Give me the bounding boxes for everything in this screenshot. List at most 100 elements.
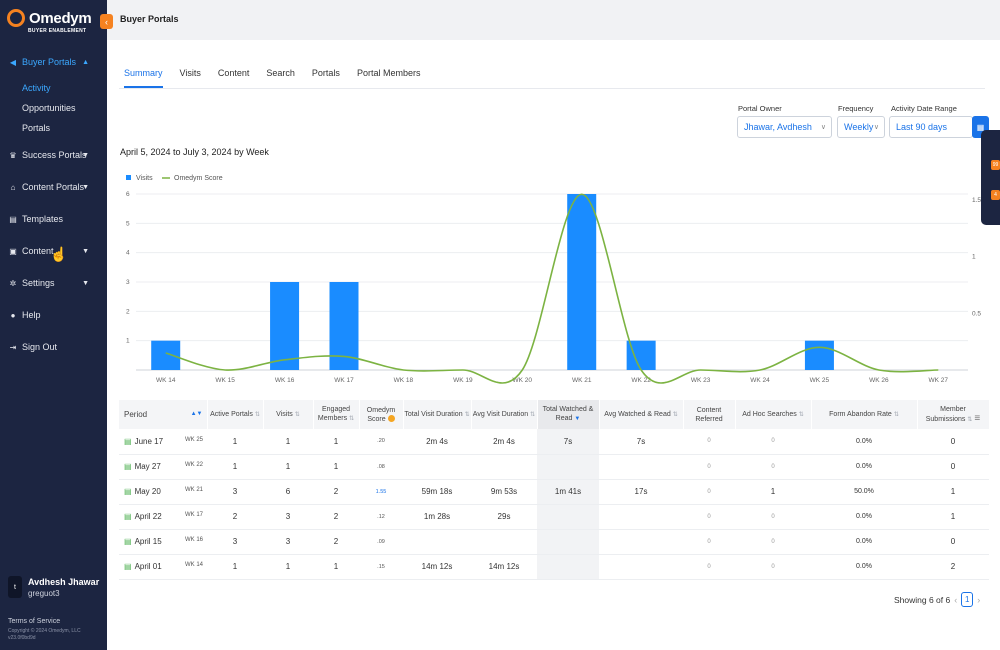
cell-ad-hoc-searches: 0 bbox=[735, 454, 811, 480]
legend-swatch-visits bbox=[126, 175, 131, 180]
column-header-period[interactable]: Period ▲▼ bbox=[119, 400, 208, 429]
header-label: Total Watched & Read bbox=[542, 406, 594, 422]
portal-owner-value: Jhawar, Avdhesh bbox=[744, 122, 812, 132]
calendar-icon: ▤ bbox=[124, 462, 132, 471]
cell-total-visit-duration bbox=[403, 529, 471, 555]
table-row[interactable]: ▤ April 22 WK 17 2 3 2.12 1m 28s 29s 0 0 0.0% 1 bbox=[119, 504, 989, 530]
cell-period: ▤ May 27 WK 22 bbox=[119, 454, 207, 480]
x-tick-label: WK 27 bbox=[929, 377, 949, 384]
x-tick-label: WK 26 bbox=[869, 377, 889, 384]
sidebar-item-help[interactable]: ● Help bbox=[0, 305, 107, 325]
cell-period: ▤ April 15 WK 16 bbox=[119, 529, 207, 555]
cell-ad-hoc-searches: 0 bbox=[735, 529, 811, 555]
sidebar-item-label: Success Portals bbox=[22, 150, 87, 160]
column-header-omedym-score[interactable]: Omedym Score bbox=[359, 400, 404, 429]
file-icon: ▤ bbox=[9, 214, 17, 224]
page-number-button[interactable]: 1 bbox=[961, 592, 974, 607]
date-range-input[interactable]: Last 90 days bbox=[889, 116, 973, 138]
cell-omedym-score[interactable]: .15 bbox=[359, 554, 403, 580]
column-header-engaged-members[interactable]: Engaged Members ⇅ bbox=[313, 400, 360, 429]
cell-member-submissions: 0 bbox=[917, 529, 989, 555]
gears-icon: ✲ bbox=[9, 278, 17, 288]
table-row[interactable]: ▤ June 17 WK 25 1 1 1.20 2m 4s 2m 4s 7s 7s 0 0 0.0% 0 bbox=[119, 429, 989, 455]
column-header-form-abandon-rate[interactable]: Form Abandon Rate ⇅ bbox=[811, 400, 918, 429]
table-row[interactable]: ▤ April 15 WK 16 3 3 2.09 0 0 0.0% 0 bbox=[119, 529, 989, 555]
calendar-icon: ▤ bbox=[124, 487, 132, 496]
column-header-avg-visit-duration[interactable]: Avg Visit Duration ⇅ bbox=[471, 400, 538, 429]
column-header-total-visit-duration[interactable]: Total Visit Duration ⇅ bbox=[403, 400, 472, 429]
week-label: WK 16 bbox=[184, 537, 203, 543]
version-line: v23.0f0bd9d bbox=[8, 635, 36, 641]
calendar-icon: ▤ bbox=[124, 562, 132, 571]
cell-ad-hoc-searches: 0 bbox=[735, 554, 811, 580]
page-title: Buyer Portals bbox=[120, 14, 179, 24]
tab-portals[interactable]: Portals bbox=[311, 68, 340, 78]
column-header-active-portals[interactable]: Active Portals ⇅ bbox=[207, 400, 264, 429]
sidebar-item-buyer-portals[interactable]: ◀ Buyer Portals ▲ bbox=[0, 52, 107, 72]
x-tick-label: WK 16 bbox=[275, 377, 295, 384]
tab-portal-members[interactable]: Portal Members bbox=[356, 68, 421, 78]
column-header-ad-hoc-searches[interactable]: Ad Hoc Searches ⇅ bbox=[735, 400, 812, 429]
table-row[interactable]: ▤ May 20 WK 21 3 6 2 1.55 59m 18s 9m 53s 1m 41s 17… bbox=[119, 479, 989, 505]
omedym-logo[interactable]: Omedym bbox=[7, 9, 92, 27]
column-header-member-submissions[interactable]: Member Submissions ⇅ ≡ bbox=[917, 400, 990, 429]
y2-tick-label: 1.5 bbox=[972, 197, 981, 204]
y-tick-label: 3 bbox=[126, 279, 130, 286]
bar-visits bbox=[270, 282, 300, 370]
cell-avg-watched-read bbox=[599, 529, 683, 555]
sidebar-subitem-activity[interactable]: Activity bbox=[22, 83, 51, 93]
chevron-down-icon: ∨ bbox=[820, 124, 826, 131]
week-label: WK 25 bbox=[184, 436, 203, 443]
brand-name: Omedym bbox=[29, 9, 92, 27]
sidebar-item-sign-out[interactable]: ⇥ Sign Out bbox=[0, 337, 107, 357]
next-page-icon[interactable]: › bbox=[977, 594, 981, 605]
cell-period: ▤ April 22 WK 17 bbox=[119, 504, 207, 530]
sidebar-item-settings[interactable]: ✲ Settings ▼ bbox=[0, 273, 107, 293]
header-label: Avg Visit Duration bbox=[472, 410, 529, 418]
terms-of-service-link[interactable]: Terms of Service bbox=[8, 618, 61, 625]
cell-omedym-score[interactable]: 1.55 bbox=[359, 479, 403, 505]
week-label: WK 22 bbox=[184, 462, 203, 468]
frequency-select[interactable]: Weekly ∨ bbox=[837, 116, 885, 138]
cell-omedym-score[interactable]: .20 bbox=[359, 429, 403, 455]
prev-page-icon[interactable]: ‹ bbox=[954, 594, 958, 605]
collapse-sidebar-button[interactable]: ‹ bbox=[100, 14, 113, 29]
tab-summary[interactable]: Summary bbox=[124, 68, 163, 88]
y-tick-label: 5 bbox=[126, 220, 130, 227]
sidebar-item-content-portals[interactable]: ⌂ Content Portals ▼ bbox=[0, 177, 107, 197]
cell-engaged-members: 1 bbox=[313, 554, 359, 580]
sidebar-subitem-portals[interactable]: Portals bbox=[22, 123, 51, 133]
cell-engaged-members: 2 bbox=[313, 504, 359, 530]
column-menu-icon[interactable]: ≡ bbox=[974, 412, 981, 424]
activity-chart: Visits Omedym Score 6 5 4 3 2 1 1.5 1 0.5 WK 14 WK 1… bbox=[126, 175, 981, 384]
sidebar-item-label: Content bbox=[22, 246, 54, 256]
column-header-total-watched-read[interactable]: Total Watched & Read ▼ bbox=[537, 400, 600, 429]
cell-omedym-score[interactable]: .12 bbox=[359, 504, 403, 530]
cell-omedym-score[interactable]: .08 bbox=[359, 454, 403, 480]
floating-help-widget[interactable]: 99 4 bbox=[981, 130, 1000, 225]
user-profile[interactable]: t Avdhesh Jhawar greguot3 bbox=[8, 576, 99, 598]
cell-content-referred: 0 bbox=[683, 529, 735, 555]
tab-bar: Summary Visits Content Search Portals Po… bbox=[124, 68, 437, 88]
table-row[interactable]: ▤ May 27 WK 22 1 1 1.08 0 0 0.0% 0 bbox=[119, 454, 989, 480]
bar-visits bbox=[151, 340, 181, 370]
sidebar-item-templates[interactable]: ▤ Templates bbox=[0, 209, 107, 229]
tab-search[interactable]: Search bbox=[266, 68, 295, 78]
tab-visits[interactable]: Visits bbox=[179, 68, 201, 78]
column-header-avg-watched-read[interactable]: Avg Watched & Read ⇅ bbox=[599, 400, 684, 429]
period-label: May 27 bbox=[134, 462, 161, 471]
pagination-summary: Showing 6 of 6 bbox=[894, 594, 951, 605]
sidebar-item-success-portals[interactable]: ♛ Success Portals ▼ bbox=[0, 145, 107, 165]
sidebar-subitem-opportunities[interactable]: Opportunities bbox=[22, 103, 76, 113]
sort-desc-icon: ▲▼ bbox=[190, 411, 203, 417]
period-label: May 20 bbox=[134, 487, 161, 496]
sidebar-item-content[interactable]: ▣ Content ▼ bbox=[0, 241, 107, 261]
cell-omedym-score[interactable]: .09 bbox=[359, 529, 403, 555]
sort-desc-icon: ▼ bbox=[574, 416, 581, 422]
cell-avg-watched-read bbox=[599, 504, 683, 530]
tab-content[interactable]: Content bbox=[217, 68, 250, 78]
table-row[interactable]: ▤ April 01 WK 14 1 1 1.15 14m 12s 14m 12s 0 0 0.0%… bbox=[119, 554, 989, 580]
column-header-content-referred[interactable]: Content Referred bbox=[683, 400, 736, 429]
portal-owner-select[interactable]: Jhawar, Avdhesh ∨ bbox=[737, 116, 832, 138]
column-header-visits[interactable]: Visits ⇅ bbox=[263, 400, 314, 429]
